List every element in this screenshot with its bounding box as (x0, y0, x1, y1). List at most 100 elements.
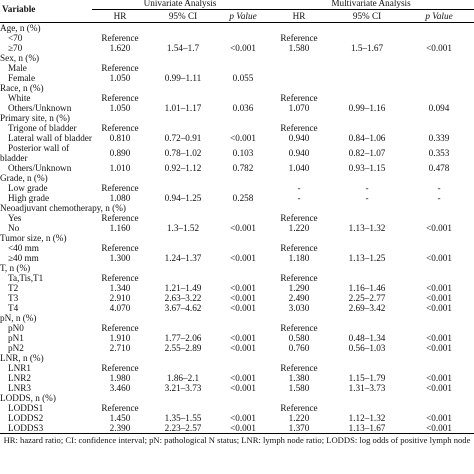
value-cell: <0.001 (426, 413, 452, 423)
value-cell: 0.48–1.34 (348, 333, 386, 343)
table-row: Race, n (%) (0, 83, 474, 93)
value-cell: 0.940 (288, 148, 310, 158)
value-cell: 1.01–1.17 (164, 103, 202, 113)
table-row: LNR2 1.980 1.86–2.1 <0.001 1.380 1.15–1.79 <0.… (0, 373, 474, 383)
section-heading: LNR, n (%) (0, 353, 44, 363)
table-row: <70 Reference Reference (0, 33, 474, 43)
value-cell: 0.810 (109, 133, 131, 143)
value-cell (148, 363, 218, 373)
variable-cell: Low grade (8, 183, 48, 193)
value-cell: 1.070 (288, 103, 310, 113)
value-cell (218, 403, 268, 413)
section-heading: Race, n (%) (0, 83, 44, 93)
table-row: Lateral wall of bladder 0.810 0.72–0.91 <0.… (0, 133, 474, 143)
table-row: Ta,Tis,T1 Reference Reference (0, 273, 474, 283)
value-cell (148, 123, 218, 133)
value-cell: 1.050 (109, 103, 131, 113)
value-cell: 4.070 (109, 303, 131, 313)
value-cell: 1.3–1.52 (166, 223, 200, 233)
value-cell: 1.24–1.37 (164, 253, 202, 263)
value-cell (330, 273, 404, 283)
value-cell (218, 323, 268, 333)
value-cell: <0.001 (230, 333, 256, 343)
value-cell: Reference (101, 183, 139, 193)
variable-cell: LNR2 (8, 373, 31, 383)
table-row: pN, n (%) (0, 313, 474, 323)
value-cell (218, 213, 268, 223)
value-cell (330, 93, 404, 103)
column-header: p Value (404, 9, 474, 23)
value-cell: 0.760 (288, 343, 310, 353)
table-row: White Reference Reference (0, 93, 474, 103)
variable-cell: ≥70 (8, 43, 23, 53)
header-cell: Variable (0, 0, 92, 23)
value-cell: 1.16–1.46 (348, 283, 386, 293)
section-heading: Grade, n (%) (0, 173, 48, 183)
variable-cell: White (8, 93, 31, 103)
variable-cell: Ta,Tis,T1 (8, 273, 44, 283)
value-cell: <0.001 (230, 373, 256, 383)
value-cell (148, 243, 218, 253)
value-cell (404, 323, 474, 333)
variable-cell: T2 (8, 283, 19, 293)
variable-cell: <70 (8, 33, 23, 43)
value-cell: <0.001 (426, 283, 452, 293)
value-cell: 2.23–2.57 (148, 423, 218, 434)
table-row: pN2 2.710 2.55–2.89 <0.001 0.760 0.56–1.03 <0.… (0, 343, 474, 353)
value-cell: 1.980 (109, 373, 131, 383)
value-cell: 1.080 (109, 193, 131, 203)
variable-cell: pN1 (8, 333, 24, 343)
value-cell: Reference (280, 123, 318, 133)
value-cell: 0.478 (428, 163, 450, 173)
table-row: T2 1.340 1.21–1.49 <0.001 1.290 1.16–1.46 <0.0… (0, 283, 474, 293)
value-cell: <0.001 (230, 293, 256, 303)
variable-cell: Others/Unknown (8, 163, 72, 173)
table-row: <40 mm Reference Reference (0, 243, 474, 253)
variable-cell: T3 (8, 293, 19, 303)
section-heading: T, n (%) (0, 263, 31, 273)
value-cell (404, 243, 474, 253)
table-row: Female 1.050 0.99–1.11 0.055 (0, 73, 474, 83)
value-cell: <0.001 (426, 253, 452, 263)
value-cell: 0.258 (232, 193, 254, 203)
value-cell: Reference (280, 33, 318, 43)
variable-cell: Yes (8, 213, 22, 223)
value-cell: <0.001 (426, 43, 452, 53)
value-cell: 0.940 (288, 133, 310, 143)
value-cell (148, 93, 218, 103)
table-row: T4 4.070 3.67–4.62 <0.001 3.030 2.69–3.42 <0.0… (0, 303, 474, 313)
value-cell: 1.040 (288, 163, 310, 173)
value-cell: <0.001 (218, 423, 269, 434)
section-heading: LODDS, n (%) (0, 393, 56, 403)
value-cell: <0.001 (230, 303, 256, 313)
value-cell: Reference (280, 403, 318, 413)
value-cell: 0.92–1.12 (164, 163, 202, 173)
value-cell: Reference (280, 243, 318, 253)
value-cell: <0.001 (426, 333, 452, 343)
table-row: LNR, n (%) (0, 353, 474, 363)
value-cell: 2.55–2.89 (164, 343, 202, 353)
table-row: T3 2.910 2.63–3.22 <0.001 2.490 2.25–2.77 <0.0… (0, 293, 474, 303)
value-cell: <0.001 (230, 43, 256, 53)
value-cell: 0.93–1.15 (348, 163, 386, 173)
value-cell: - (437, 183, 441, 193)
value-cell: 0.580 (288, 333, 310, 343)
table-row: LODDS3 2.390 2.23–2.57 <0.001 1.370 1.13–1.67… (0, 423, 474, 434)
section-heading: Sex, n (%) (0, 53, 40, 63)
value-cell: 1.31–3.73 (348, 383, 386, 393)
value-cell (148, 183, 218, 193)
section-heading: Tumor size, n (%) (0, 233, 67, 243)
value-cell: 1.5–1.67 (350, 43, 384, 53)
value-cell: 0.782 (232, 163, 254, 173)
table-row: Primary site, n (%) (0, 113, 474, 123)
column-header: HR (268, 9, 331, 23)
value-cell (404, 73, 474, 83)
value-cell: 3.030 (288, 303, 310, 313)
variable-cell: Posterior wall of bladder (0, 143, 70, 163)
value-cell: - (365, 193, 369, 203)
value-cell: 1.010 (109, 163, 131, 173)
value-cell: 1.35–1.55 (164, 413, 202, 423)
value-cell: <0.001 (426, 383, 452, 393)
variable-cell: T4 (8, 303, 19, 313)
table-row: Low grade Reference - - - (0, 183, 474, 193)
